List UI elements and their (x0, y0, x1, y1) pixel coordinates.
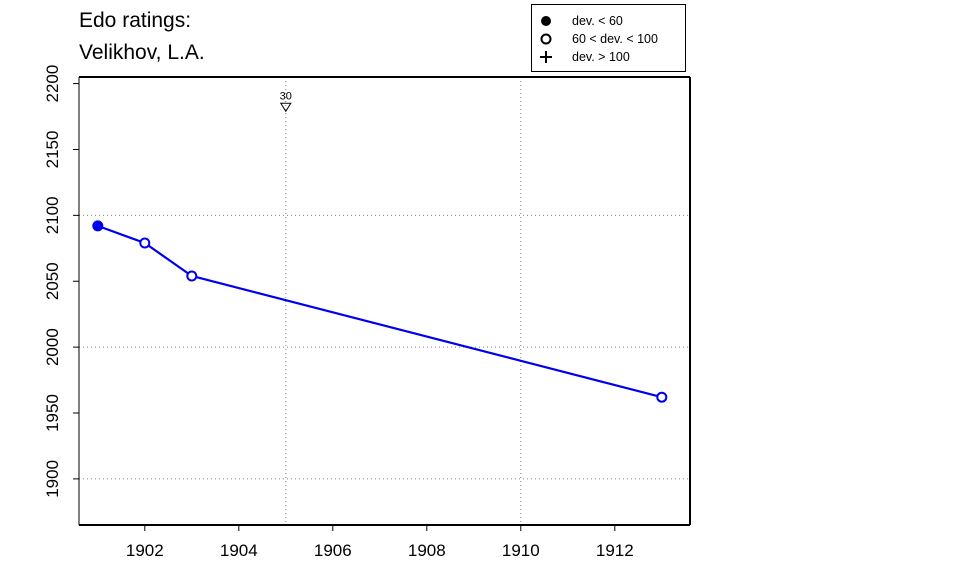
chart-subtitle: Velikhov, L.A. (79, 41, 205, 64)
data-point-open (656, 391, 668, 403)
y-tick-label: 1950 (43, 394, 62, 432)
data-point-filled (92, 220, 104, 232)
plus-icon (540, 51, 552, 63)
x-tick-label: 1908 (408, 541, 446, 560)
grid-lines (79, 77, 690, 525)
annotations: 30 (279, 90, 292, 113)
y-tick-label: 2050 (43, 262, 62, 300)
legend-item-filled: dev. < 60 (532, 12, 685, 30)
open-circle-icon (540, 33, 552, 45)
legend-label: dev. < 60 (572, 14, 623, 28)
x-tick-label: 1906 (314, 541, 352, 560)
annotation-label: 30 (280, 90, 292, 102)
series-path (97, 224, 663, 399)
chart-title: Edo ratings: (79, 9, 192, 32)
y-tick-label: 1900 (43, 460, 62, 498)
y-tick-label: 2100 (43, 196, 62, 234)
legend-item-plus: dev. > 100 (532, 48, 685, 66)
axes: 1902 1904 1906 1908 1910 1912 1900 1950 2000 2050… (43, 65, 691, 560)
legend-label: 60 < dev. < 100 (572, 32, 658, 46)
data-point-open (139, 237, 151, 249)
legend: dev. < 60 60 < dev. < 100 dev. > 100 (531, 4, 686, 72)
y-tick-label: 2150 (43, 131, 62, 169)
x-tick-label: 1904 (220, 541, 258, 560)
y-tick-label: 2200 (43, 65, 62, 103)
x-tick-label: 1912 (596, 541, 634, 560)
data-point-open (186, 270, 198, 282)
x-tick-label: 1902 (126, 541, 164, 560)
filled-circle-icon (541, 16, 551, 26)
legend-label: dev. > 100 (572, 50, 630, 64)
series-line (92, 220, 668, 403)
legend-item-open: 60 < dev. < 100 (532, 30, 685, 48)
x-tick-label: 1910 (502, 541, 540, 560)
annotation-triangle-icon (279, 102, 292, 113)
y-tick-label: 2000 (43, 328, 62, 366)
